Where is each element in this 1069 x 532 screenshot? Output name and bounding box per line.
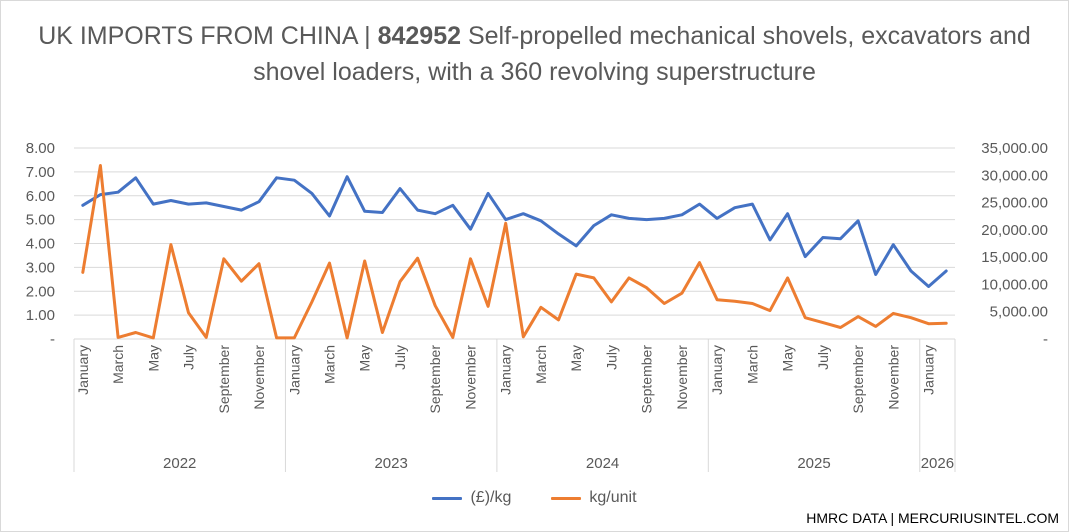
x-year-label: 2026 — [921, 455, 954, 472]
legend-label-weight: kg/unit — [589, 489, 637, 506]
x-month-label: March — [321, 345, 337, 384]
x-month-label: November — [885, 345, 901, 410]
y-left-tick-label: 4.00 — [26, 236, 55, 253]
y-right-tick-label: - — [1043, 331, 1048, 348]
x-month-label: November — [462, 345, 478, 410]
x-month-label: September — [216, 345, 232, 414]
x-month-label: July — [392, 345, 408, 370]
x-month-label: January — [75, 345, 91, 395]
x-month-label: May — [780, 345, 796, 371]
x-month-label: January — [498, 345, 514, 395]
x-month-label: July — [815, 345, 831, 370]
y-left-tick-label: 3.00 — [26, 259, 55, 276]
title-prefix: UK IMPORTS FROM CHINA | — [38, 22, 378, 50]
x-year-label: 2023 — [374, 455, 407, 472]
y-right-tick-label: 15,000.00 — [981, 249, 1048, 266]
y-right-tick-label: 25,000.00 — [981, 195, 1048, 212]
x-month-label: May — [357, 345, 373, 371]
x-month-label: November — [251, 345, 267, 410]
legend-swatch-weight — [551, 496, 582, 500]
series-line-kg-per-unit — [81, 164, 948, 340]
y-right-tick-label: 30,000.00 — [981, 167, 1048, 184]
x-month-label: September — [639, 345, 655, 414]
x-month-label: January — [709, 345, 725, 395]
y-left-tick-label: 7.00 — [26, 164, 55, 181]
chart-title: UK IMPORTS FROM CHINA | 842952 Self-prop… — [0, 18, 1069, 90]
legend-item-price: (£)/kg — [432, 489, 511, 507]
legend-swatch-price — [432, 496, 463, 500]
series-line-price-per-kg — [81, 175, 948, 288]
x-year-label: 2025 — [797, 455, 830, 472]
y-left-tick-label: 1.00 — [26, 307, 55, 324]
x-month-label: July — [603, 345, 619, 370]
legend-label-price: (£)/kg — [470, 489, 512, 506]
y-right-tick-label: 35,000.00 — [981, 140, 1048, 157]
x-month-label: November — [674, 345, 690, 410]
x-month-label: March — [110, 345, 126, 384]
x-month-label: July — [181, 345, 197, 370]
x-month-label: May — [145, 345, 161, 371]
title-rest: Self-propelled mechanical shovels, excav… — [253, 22, 1031, 86]
x-month-label: January — [286, 345, 302, 395]
x-month-label: January — [921, 345, 937, 395]
x-year-label: 2024 — [586, 455, 619, 472]
source-credit: HMRC DATA | MERCURIUSINTEL.COM — [806, 510, 1059, 526]
y-right-tick-label: 10,000.00 — [981, 276, 1048, 293]
title-code: 842952 — [377, 22, 462, 50]
y-left-tick-label: 2.00 — [26, 283, 55, 300]
y-right-tick-label: 5,000.00 — [990, 304, 1048, 321]
y-left-tick-label: - — [50, 331, 55, 348]
y-left-tick-label: 8.00 — [26, 140, 55, 157]
x-month-label: May — [568, 345, 584, 371]
y-left-tick-label: 5.00 — [26, 212, 55, 229]
x-month-label: March — [744, 345, 760, 384]
y-right-tick-label: 20,000.00 — [981, 222, 1048, 239]
legend-item-weight: kg/unit — [551, 489, 637, 507]
x-month-label: September — [850, 345, 866, 414]
legend: (£)/kg kg/unit — [0, 489, 1069, 507]
x-month-label: September — [427, 345, 443, 414]
x-month-label: March — [533, 345, 549, 384]
y-left-tick-label: 6.00 — [26, 188, 55, 205]
x-year-label: 2022 — [163, 455, 196, 472]
